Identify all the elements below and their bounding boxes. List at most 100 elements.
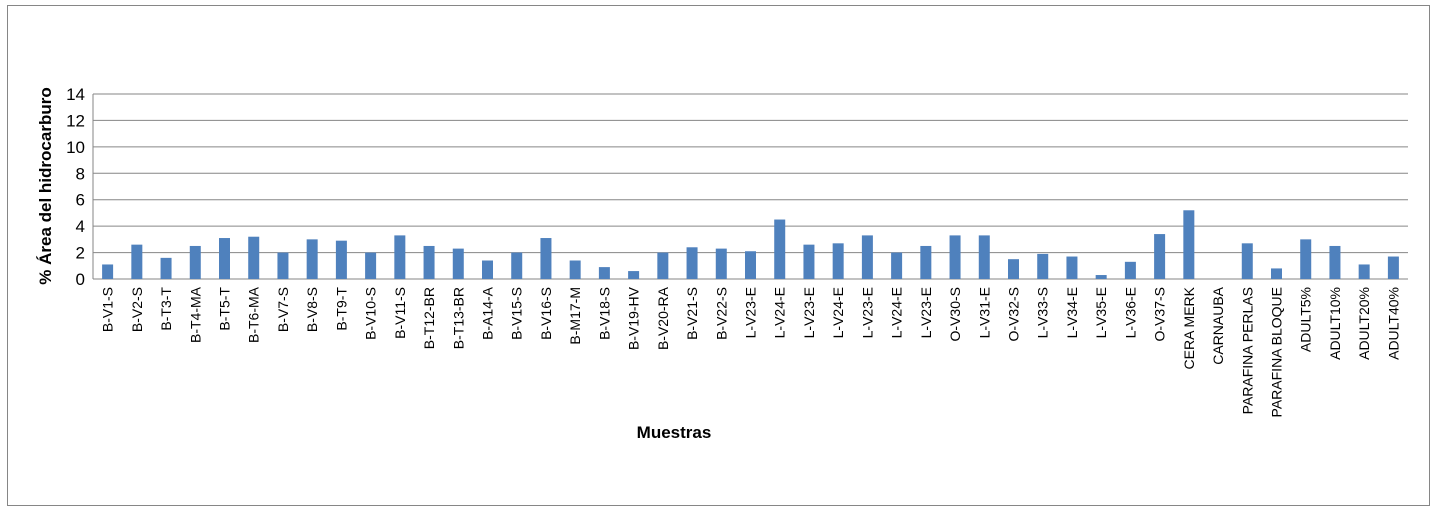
x-tick-label: B-V21-S <box>684 287 700 340</box>
x-tick-label: B-A14-A <box>480 286 496 340</box>
bar <box>715 248 727 279</box>
x-tick-label: B-T4-MA <box>187 286 203 343</box>
bar <box>423 245 435 279</box>
x-tick-label: B-V7-S <box>275 287 291 332</box>
x-tick-label: O-V32-S <box>1006 287 1022 341</box>
bar <box>686 247 698 279</box>
bar <box>365 252 377 279</box>
x-tick-label: B-V2-S <box>129 287 145 332</box>
bar <box>102 264 114 279</box>
x-tick-label: L-V24-E <box>889 287 905 338</box>
bar <box>628 271 640 279</box>
x-axis-title: Muestras <box>637 423 712 442</box>
bar <box>745 251 756 279</box>
x-tick-label: B-V19-HV <box>626 286 642 350</box>
x-tick-label: PARAFINA PERLAS <box>1239 287 1255 414</box>
x-tick-label: L-V24-E <box>772 287 788 338</box>
bar <box>1008 259 1019 279</box>
x-tick-label: O-V37-S <box>1152 287 1168 341</box>
y-tick-label: 10 <box>66 138 85 157</box>
bar <box>1241 243 1253 279</box>
x-tick-label: B-V18-S <box>596 287 612 340</box>
x-tick-label: B-T6-MA <box>246 286 262 343</box>
y-tick-label: 2 <box>76 244 85 263</box>
x-tick-label: ADULT10% <box>1327 287 1343 360</box>
bar <box>569 260 581 279</box>
bar <box>306 239 318 279</box>
x-tick-label: B-T13-BR <box>450 287 466 349</box>
bar <box>1387 256 1399 279</box>
x-tick-label: B-M17-M <box>567 287 583 345</box>
bar <box>394 235 406 279</box>
bar <box>189 245 201 279</box>
bar <box>1066 256 1078 279</box>
y-tick-label: 12 <box>66 111 85 130</box>
bar <box>861 235 873 279</box>
x-tick-label: L-V23-E <box>918 287 934 338</box>
x-tick-label: B-T9-T <box>333 287 349 331</box>
bar <box>1154 234 1166 279</box>
bar <box>978 235 990 279</box>
x-tick-label: B-V1-S <box>100 287 116 332</box>
x-tick-label: B-V20-RA <box>655 286 671 350</box>
bar <box>511 252 523 279</box>
x-tick-label: B-V10-S <box>363 287 379 340</box>
x-tick-label: B-V11-S <box>392 287 408 339</box>
y-tick-label: 14 <box>66 85 85 104</box>
x-tick-label: L-V31-E <box>976 287 992 338</box>
x-tick-label: B-T5-T <box>217 287 233 331</box>
bar <box>657 252 669 279</box>
x-tick-label: L-V36-E <box>1122 287 1138 338</box>
x-tick-label: L-V23-E <box>859 287 875 338</box>
x-tick-label: L-V24-E <box>830 287 846 338</box>
x-tick-label: B-T12-BR <box>421 287 437 349</box>
x-tick-label: L-V33-S <box>1035 287 1051 338</box>
x-tick-label: L-V34-E <box>1064 287 1080 338</box>
bar <box>1300 239 1312 279</box>
x-tick-label: B-T3-T <box>158 287 174 331</box>
y-tick-label: 8 <box>76 164 85 183</box>
bar <box>1271 268 1282 279</box>
bar <box>803 244 815 279</box>
bar <box>774 219 786 279</box>
x-tick-label: PARAFINA BLOQUE <box>1269 287 1285 417</box>
bar <box>949 235 961 279</box>
x-tick-label: ADULT20% <box>1356 287 1372 360</box>
x-tick-label: B-V8-S <box>304 287 320 332</box>
x-tick-label: B-V22-S <box>713 287 729 340</box>
x-tick-label: O-V30-S <box>947 287 963 341</box>
x-tick-label: L-V35-E <box>1093 287 1109 338</box>
x-tick-label: ADULT5% <box>1298 287 1314 352</box>
bar <box>248 236 260 279</box>
x-tick-label: CERA MERK <box>1181 286 1197 369</box>
bar <box>277 252 289 279</box>
y-tick-label: 4 <box>76 217 85 236</box>
bar <box>335 240 347 279</box>
bar <box>598 267 610 279</box>
bar <box>891 252 903 279</box>
y-tick-label: 6 <box>76 191 85 210</box>
bar <box>1037 253 1049 279</box>
bar <box>482 260 493 279</box>
y-tick-label: 0 <box>76 270 85 289</box>
bar <box>1095 275 1107 279</box>
bar <box>452 248 464 279</box>
bar <box>920 245 932 279</box>
x-tick-label: L-V23-E <box>801 287 817 338</box>
bar <box>160 257 172 279</box>
x-tick-label: CARNAUBA <box>1210 286 1226 364</box>
bar <box>1329 245 1341 279</box>
bar <box>1358 264 1370 279</box>
bar <box>832 243 844 279</box>
y-axis-title: % Área del hidrocarburo <box>36 87 55 284</box>
x-tick-label: L-V23-E <box>743 287 759 338</box>
x-tick-label: ADULT40% <box>1385 287 1401 360</box>
bar <box>1124 261 1136 279</box>
x-tick-label: B-V16-S <box>538 287 554 340</box>
bar <box>131 244 143 279</box>
x-tick-label: B-V15-S <box>509 287 525 340</box>
bar <box>219 238 230 279</box>
bar <box>1183 210 1195 279</box>
bar <box>540 238 552 279</box>
